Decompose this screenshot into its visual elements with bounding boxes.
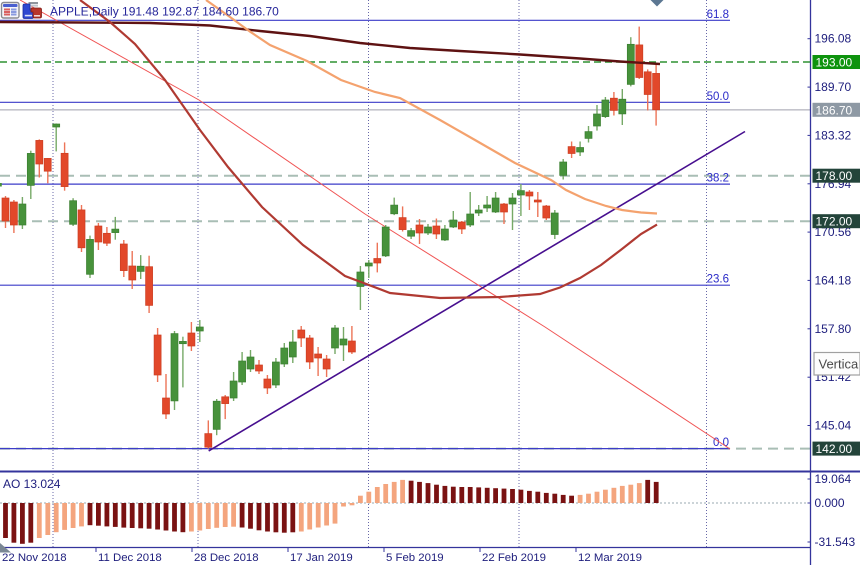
svg-text:142.00: 142.00: [816, 442, 853, 456]
svg-text:22 Nov 2018: 22 Nov 2018: [2, 552, 67, 564]
svg-text:196.08: 196.08: [815, 32, 852, 46]
svg-text:183.32: 183.32: [815, 128, 852, 142]
svg-text:61.8: 61.8: [707, 9, 729, 21]
svg-text:23.6: 23.6: [707, 274, 729, 286]
svg-text:178.00: 178.00: [816, 169, 853, 183]
svg-text:189.70: 189.70: [815, 80, 852, 94]
svg-text:Vertica: Vertica: [819, 357, 860, 372]
svg-text:22 Feb 2019: 22 Feb 2019: [482, 552, 546, 564]
svg-text:19.064: 19.064: [815, 472, 852, 486]
svg-text:193.00: 193.00: [816, 56, 853, 70]
svg-text:11 Dec 2018: 11 Dec 2018: [98, 552, 162, 564]
svg-text:38.2: 38.2: [707, 173, 729, 185]
svg-text:APPLE,Daily 191.48 192.87 184: APPLE,Daily 191.48 192.87 184.60 186.70: [50, 5, 279, 19]
svg-text:170.56: 170.56: [815, 225, 852, 239]
svg-text:5 Feb 2019: 5 Feb 2019: [386, 552, 444, 564]
svg-text:145.04: 145.04: [815, 419, 852, 433]
svg-text:164.18: 164.18: [815, 273, 852, 287]
svg-text:157.80: 157.80: [815, 322, 852, 336]
svg-text:-31.543: -31.543: [815, 535, 856, 549]
svg-text:28 Dec 2018: 28 Dec 2018: [194, 552, 259, 564]
svg-text:50.0: 50.0: [707, 91, 729, 103]
svg-text:17 Jan 2019: 17 Jan 2019: [290, 552, 353, 564]
svg-text:186.70: 186.70: [816, 103, 853, 117]
svg-text:AO 13.024: AO 13.024: [3, 477, 61, 491]
svg-text:12 Mar 2019: 12 Mar 2019: [578, 552, 642, 564]
svg-text:172.00: 172.00: [816, 215, 853, 229]
svg-text:0.000: 0.000: [815, 496, 845, 510]
